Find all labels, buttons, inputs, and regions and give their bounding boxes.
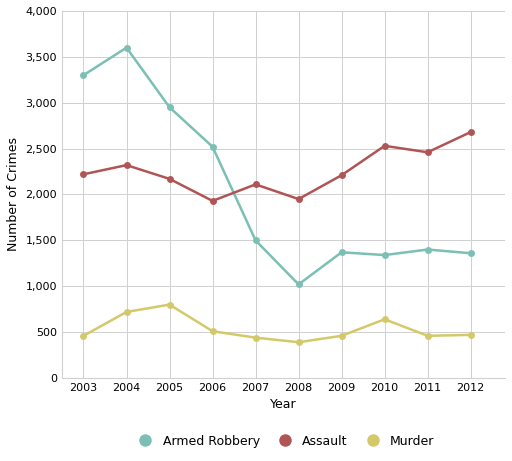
X-axis label: Year: Year (270, 398, 297, 411)
Armed Robbery (381, 252, 388, 258)
Murder (467, 332, 474, 337)
Armed Robbery (295, 282, 302, 287)
Y-axis label: Number of Crimes: Number of Crimes (7, 137, 20, 252)
Murder (252, 335, 259, 340)
Assault (252, 182, 259, 187)
Murder (166, 302, 173, 307)
Armed Robbery (467, 250, 474, 256)
Assault (381, 143, 388, 148)
Armed Robbery (338, 249, 345, 255)
Assault (80, 171, 87, 177)
Armed Robbery (166, 105, 173, 110)
Assault (295, 196, 302, 202)
Line: Murder: Murder (80, 301, 474, 346)
Armed Robbery (80, 72, 87, 78)
Murder (424, 333, 431, 338)
Armed Robbery (209, 144, 216, 149)
Armed Robbery (123, 45, 130, 50)
Murder (381, 317, 388, 322)
Assault (166, 176, 173, 182)
Assault (424, 149, 431, 155)
Line: Assault: Assault (80, 129, 474, 204)
Murder (295, 339, 302, 345)
Assault (123, 162, 130, 168)
Murder (123, 309, 130, 315)
Line: Armed Robbery: Armed Robbery (80, 44, 474, 288)
Assault (209, 198, 216, 204)
Assault (338, 172, 345, 178)
Murder (80, 333, 87, 338)
Murder (209, 328, 216, 334)
Armed Robbery (424, 247, 431, 252)
Legend: Armed Robbery, Assault, Murder: Armed Robbery, Assault, Murder (127, 430, 439, 453)
Murder (338, 333, 345, 338)
Armed Robbery (252, 237, 259, 243)
Assault (467, 130, 474, 135)
